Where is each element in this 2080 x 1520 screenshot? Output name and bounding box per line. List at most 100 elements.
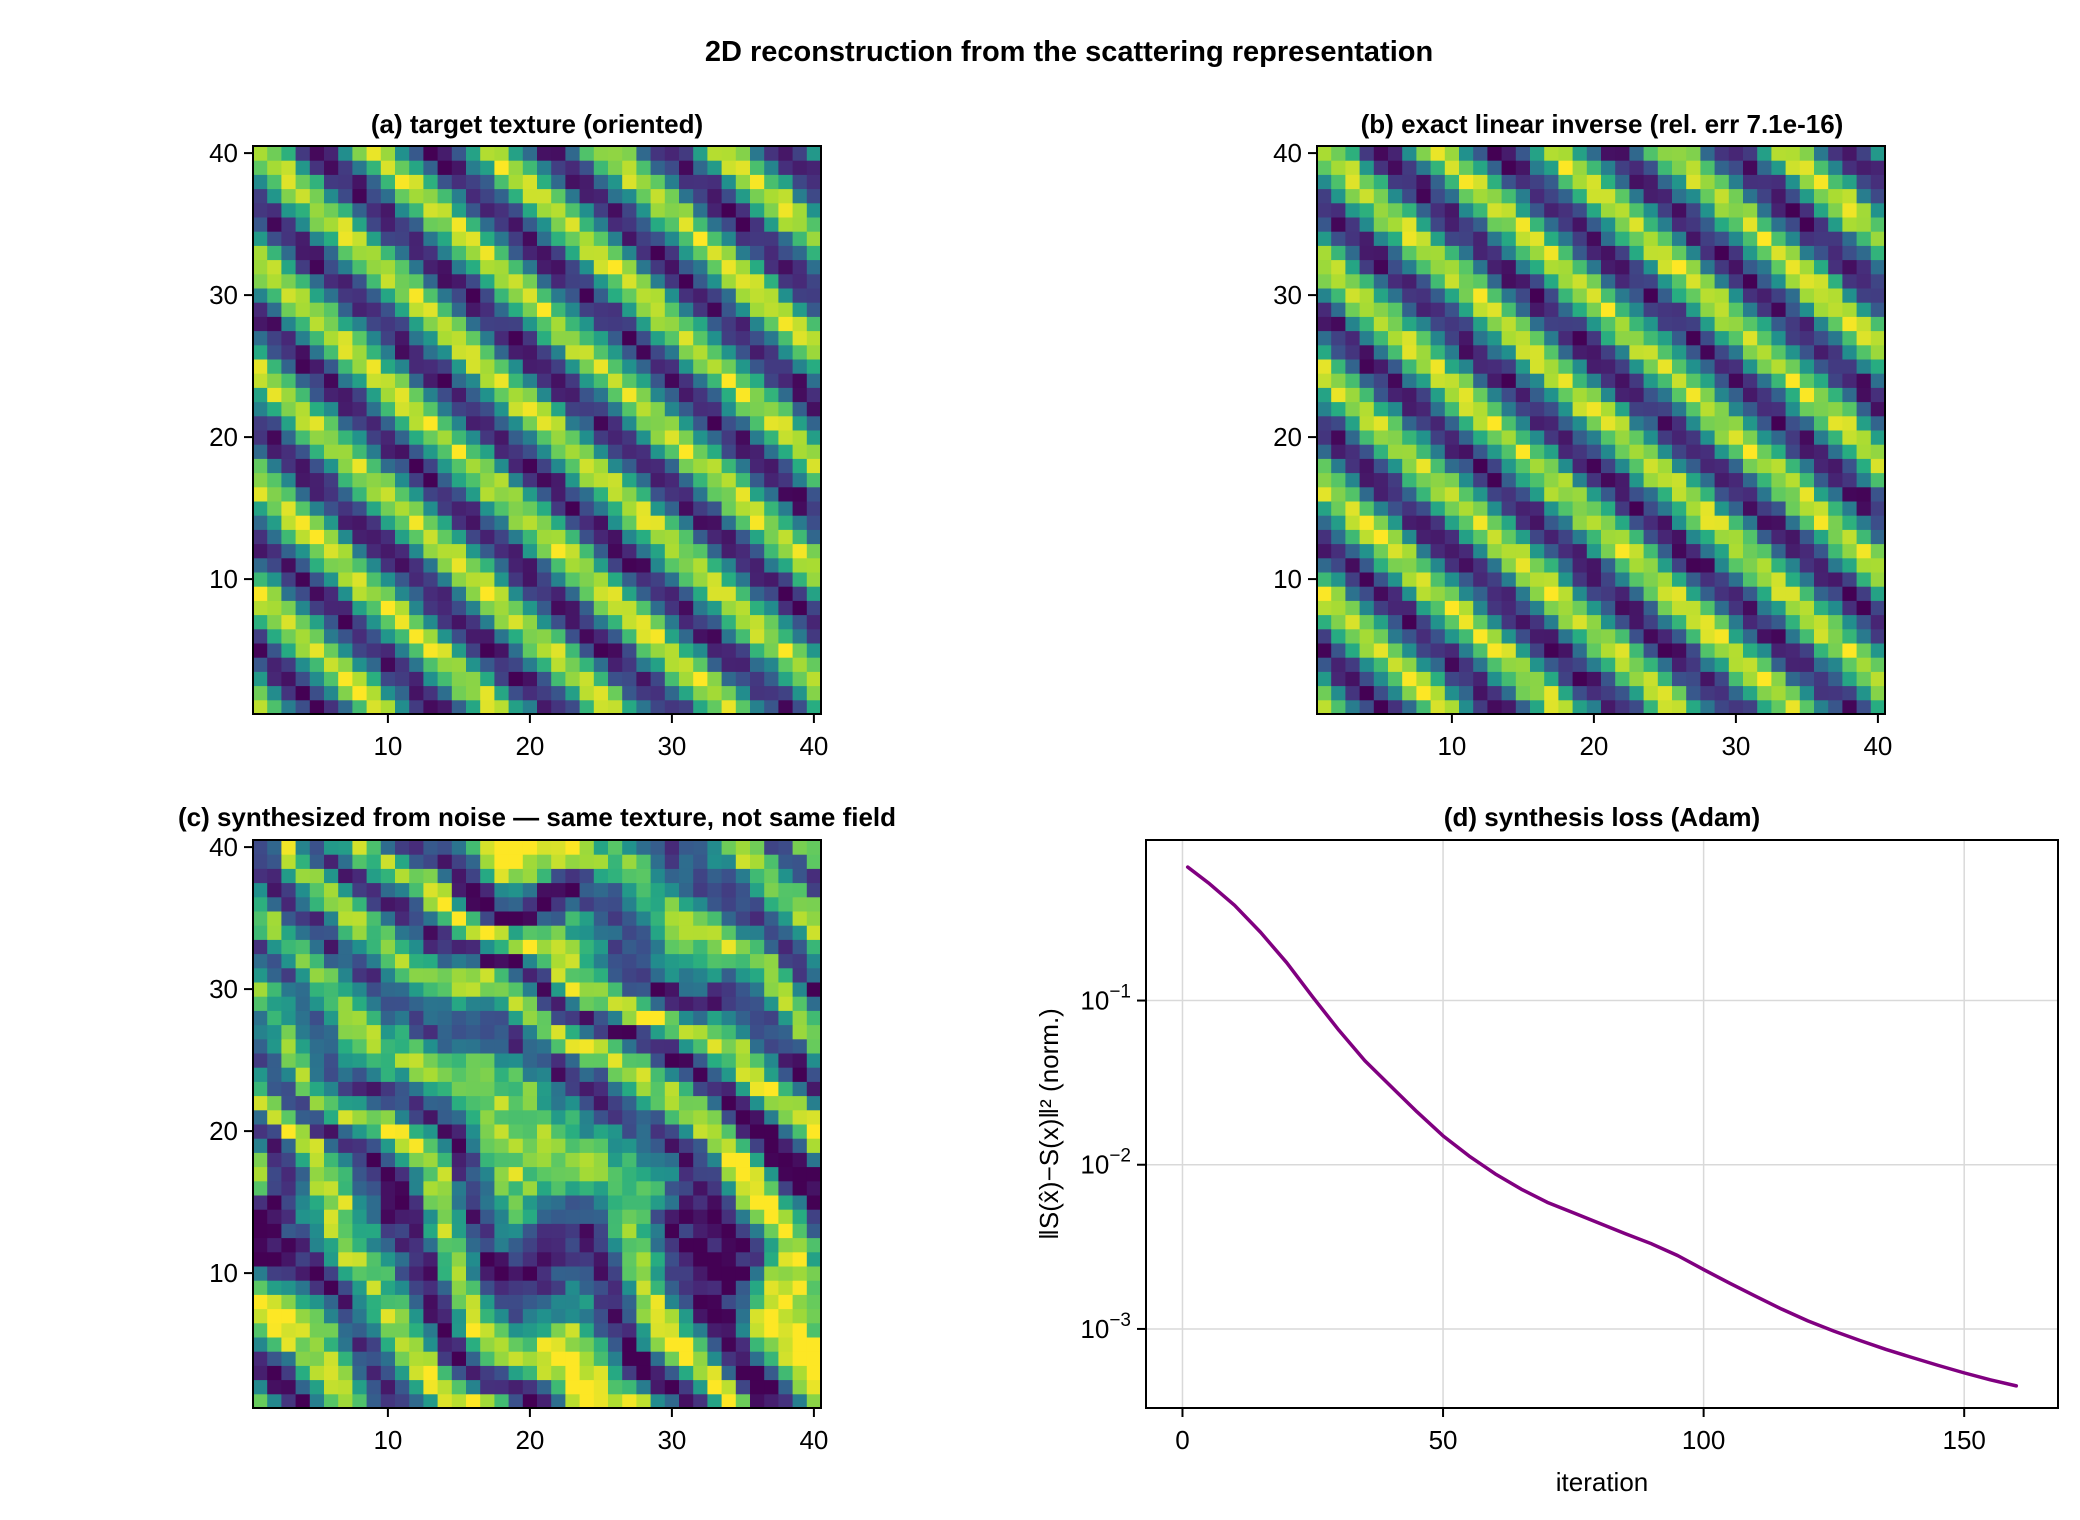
heatmap-cell-a — [551, 245, 566, 261]
heatmap-cell-a — [309, 628, 325, 644]
heatmap-cell-a — [537, 188, 552, 204]
heatmap-cell-c — [664, 1081, 680, 1097]
heatmap-cell-c — [778, 1209, 794, 1224]
heatmap-cell-c — [466, 1010, 481, 1026]
heatmap-cell-b — [1544, 458, 1559, 474]
heatmap-cell-c — [366, 1010, 382, 1026]
heatmap-cell-b — [1373, 160, 1389, 175]
heatmap-cell-c — [721, 939, 737, 955]
heatmap-cell-b — [1345, 628, 1361, 644]
heatmap-cell-b — [1359, 188, 1375, 204]
heatmap-cell-b — [1870, 671, 1886, 687]
heatmap-cell-c — [679, 1195, 694, 1210]
heatmap-cell-b — [1473, 288, 1488, 303]
heatmap-cell-a — [707, 415, 723, 431]
heatmap-cell-c — [395, 840, 410, 855]
heatmap-cell-b — [1487, 359, 1503, 374]
heatmap-cell-c — [608, 1209, 623, 1224]
heatmap-cell-b — [1629, 202, 1645, 218]
heatmap-cell-b — [1757, 202, 1772, 218]
heatmap-cell-a — [309, 671, 325, 687]
heatmap-cell-a — [380, 572, 396, 587]
heatmap-cell-a — [281, 387, 297, 403]
heatmap-cell-c — [551, 1095, 566, 1111]
heatmap-cell-b — [1601, 146, 1616, 161]
heatmap-cell-b — [1743, 231, 1758, 246]
heatmap-cell-a — [679, 146, 694, 161]
heatmap-cell-a — [253, 359, 268, 374]
heatmap-cell-c — [366, 1138, 382, 1153]
heatmap-cell-b — [1430, 643, 1446, 658]
heatmap-cell-c — [764, 982, 779, 997]
heatmap-cell-b — [1544, 245, 1559, 261]
heatmap-cell-c — [338, 967, 353, 983]
heatmap-cell-c — [480, 939, 495, 955]
heatmap-cell-a — [664, 415, 680, 431]
heatmap-cell-c — [395, 967, 410, 983]
heatmap-cell-c — [395, 925, 410, 940]
heatmap-cell-a — [324, 685, 339, 701]
heatmap-cell-a — [565, 586, 581, 601]
heatmap-cell-c — [352, 1166, 368, 1182]
heatmap-cell-a — [806, 529, 822, 545]
heatmap-cell-b — [1842, 188, 1858, 204]
heatmap-cell-c — [480, 1223, 495, 1239]
heatmap-cell-b — [1402, 359, 1417, 374]
heatmap-cell-c — [693, 1280, 708, 1295]
heatmap-cell-b — [1473, 543, 1488, 559]
heatmap-cell-b — [1615, 557, 1630, 573]
heatmap-cell-b — [1700, 174, 1716, 190]
heatmap-cell-a — [466, 515, 481, 530]
heatmap-cell-c — [806, 1337, 822, 1352]
heatmap-cell-a — [324, 586, 339, 601]
heatmap-cell-c — [466, 1251, 481, 1267]
heatmap-cell-b — [1657, 387, 1673, 403]
heatmap-cell-a — [309, 430, 325, 445]
heatmap-cell-b — [1544, 344, 1559, 360]
heatmap-cell-b — [1771, 273, 1787, 289]
heatmap-cell-c — [650, 1209, 666, 1224]
heatmap-cell-b — [1430, 174, 1446, 190]
heatmap-cell-b — [1544, 330, 1559, 346]
heatmap-cell-c — [338, 1379, 353, 1395]
heatmap-cell-c — [679, 1379, 694, 1395]
heatmap-cell-b — [1629, 415, 1645, 431]
heatmap-cell-c — [281, 1010, 297, 1026]
heatmap-cell-b — [1700, 515, 1716, 530]
heatmap-cell-c — [508, 840, 524, 855]
heatmap-cell-a — [480, 586, 495, 601]
heatmap-cell-c — [565, 939, 581, 955]
heatmap-cell-c — [707, 1280, 723, 1295]
heatmap-cell-c — [636, 1266, 652, 1281]
heatmap-cell-a — [579, 302, 595, 317]
heatmap-cell-a — [721, 586, 737, 601]
heatmap-cell-a — [508, 472, 524, 488]
heatmap-cell-b — [1501, 174, 1517, 190]
heatmap-cell-a — [579, 231, 595, 246]
heatmap-cell-c — [693, 953, 708, 969]
heatmap-cell-c — [764, 1152, 779, 1168]
heatmap-cell-c — [806, 1209, 822, 1224]
heatmap-cell-c — [764, 1053, 779, 1068]
heatmap-cell-a — [735, 458, 751, 474]
heatmap-cell-a — [650, 259, 666, 275]
heatmap-cell-c — [466, 925, 481, 940]
heatmap-cell-c — [395, 1209, 410, 1224]
heatmap-cell-a — [551, 401, 566, 417]
heatmap-cell-b — [1515, 572, 1531, 587]
heatmap-cell-c — [565, 1322, 581, 1338]
heatmap-cell-a — [551, 572, 566, 587]
heatmap-cell-c — [593, 1337, 609, 1352]
heatmap-cell-b — [1402, 259, 1417, 275]
heatmap-cell-b — [1544, 600, 1559, 616]
heatmap-cell-b — [1714, 359, 1730, 374]
heatmap-cell-c — [551, 1053, 566, 1068]
heatmap-cell-a — [281, 160, 297, 175]
heatmap-cell-b — [1743, 160, 1758, 175]
heatmap-cell-a — [579, 174, 595, 190]
heatmap-cell-a — [352, 217, 368, 232]
heatmap-cell-b — [1402, 330, 1417, 346]
heatmap-cell-a — [579, 202, 595, 218]
heatmap-cell-b — [1558, 202, 1574, 218]
heatmap-cell-b — [1743, 316, 1758, 332]
